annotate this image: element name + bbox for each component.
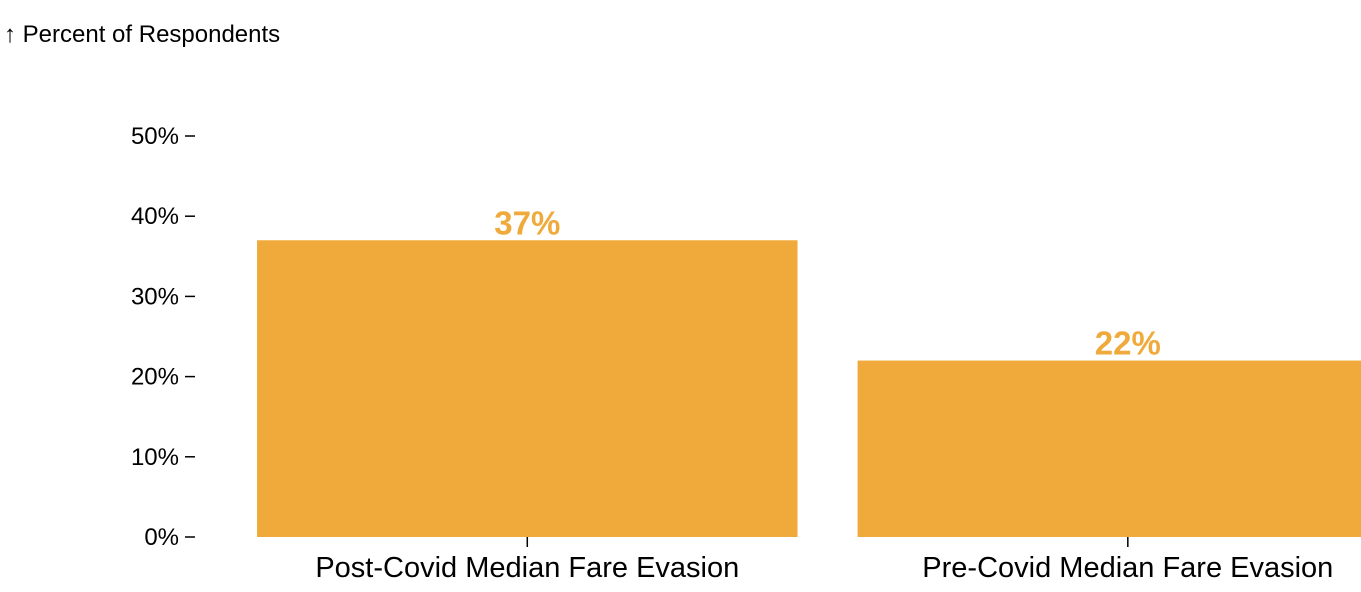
x-tick-label: Pre-Covid Median Fare Evasion [922, 552, 1333, 584]
bar-value-label: 22% [1095, 325, 1161, 362]
y-tick-label: 50% [131, 123, 179, 150]
y-tick-label: 30% [131, 283, 179, 310]
y-axis-label: ↑ Percent of Respondents [4, 21, 280, 48]
y-axis: 0% 10% 20% 30% 40% 50% [131, 123, 195, 551]
y-tick-label: 0% [144, 524, 179, 551]
y-tick-label: 20% [131, 364, 179, 391]
x-axis: Post-Covid Median Fare Evasion Pre-Covid … [315, 537, 1333, 584]
bar [257, 240, 798, 537]
bars: 37% 22% [257, 204, 1361, 537]
x-tick-label: Post-Covid Median Fare Evasion [315, 552, 739, 584]
bar [857, 360, 1361, 537]
y-tick-label: 40% [131, 203, 179, 230]
bar-value-label: 37% [494, 204, 560, 241]
y-tick-label: 10% [131, 444, 179, 471]
